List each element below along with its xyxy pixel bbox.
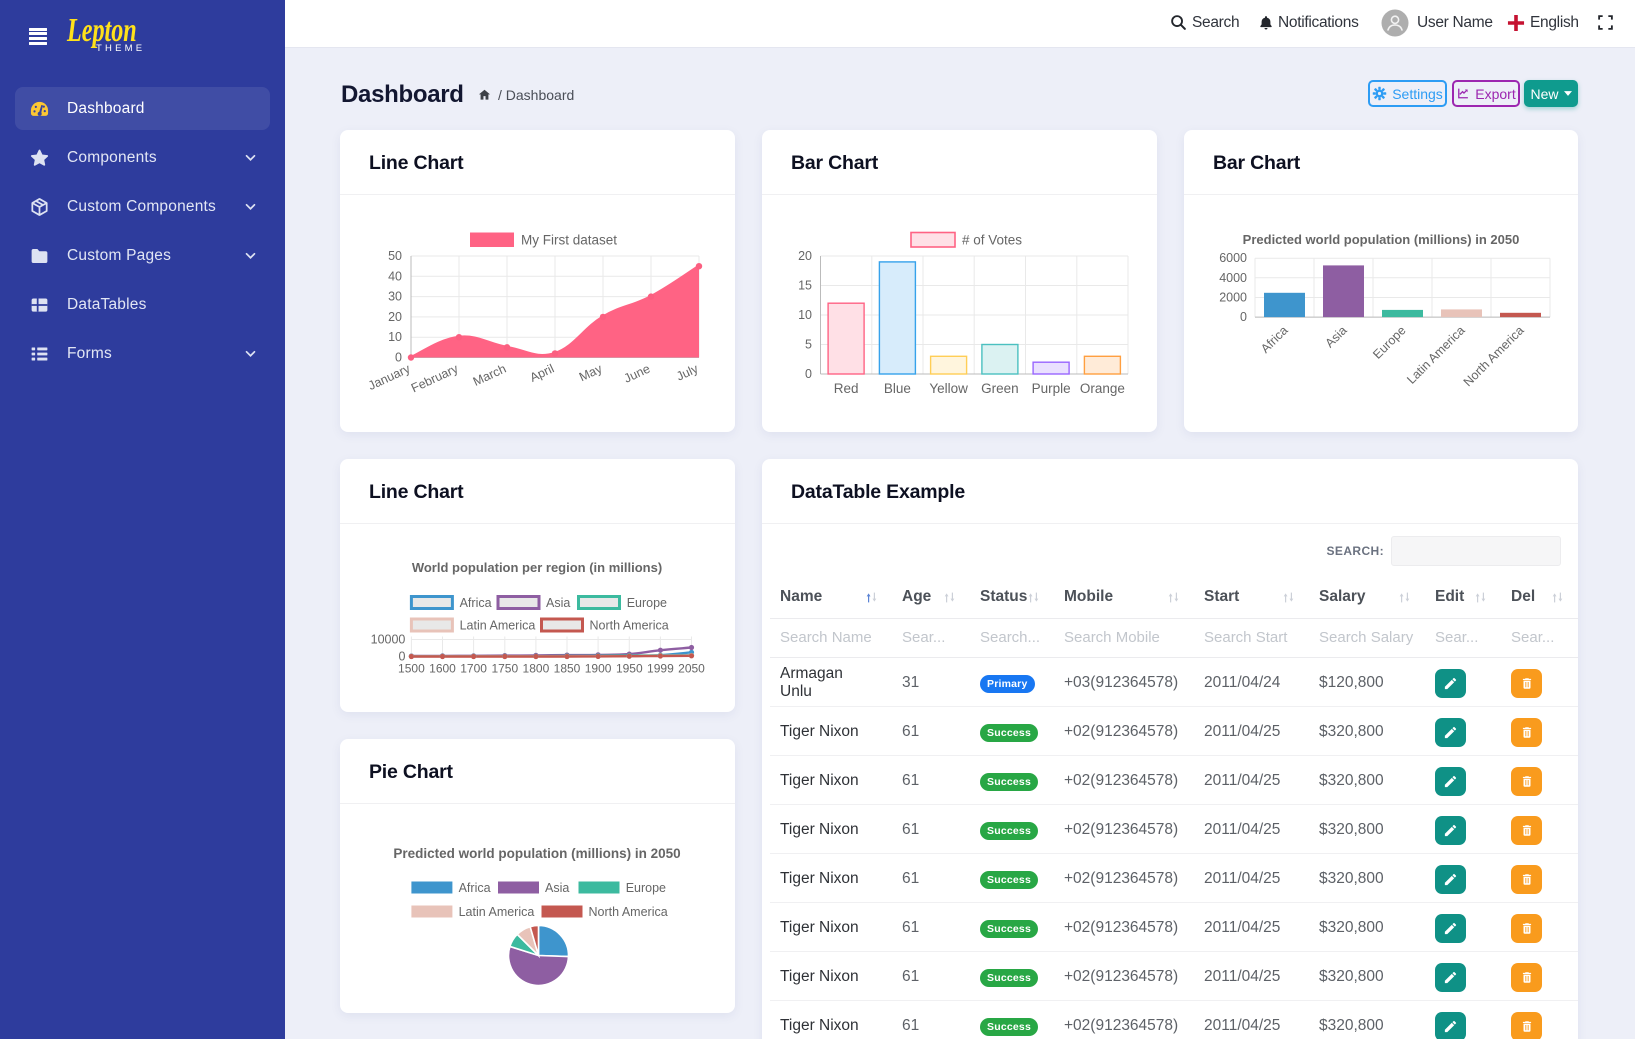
svg-text:1850: 1850 xyxy=(554,662,581,676)
svg-text:Africa: Africa xyxy=(460,596,492,610)
svg-text:January: January xyxy=(366,361,413,393)
svg-text:20: 20 xyxy=(798,249,812,263)
svg-text:Green: Green xyxy=(981,381,1019,396)
svg-text:Red: Red xyxy=(834,381,859,396)
svg-text:2050: 2050 xyxy=(678,662,705,676)
svg-text:Africa: Africa xyxy=(1258,323,1291,356)
svg-text:Latin America: Latin America xyxy=(460,619,536,633)
svg-text:1800: 1800 xyxy=(523,662,550,676)
svg-text:My First dataset: My First dataset xyxy=(521,233,617,248)
svg-text:North America: North America xyxy=(1461,323,1527,389)
svg-text:40: 40 xyxy=(388,269,402,283)
svg-text:Europe: Europe xyxy=(626,881,666,895)
svg-text:1500: 1500 xyxy=(398,662,425,676)
svg-text:1950: 1950 xyxy=(616,662,643,676)
svg-text:Blue: Blue xyxy=(884,381,911,396)
svg-text:Predicted world population (mi: Predicted world population (millions) in… xyxy=(1243,232,1520,247)
svg-text:Asia: Asia xyxy=(546,596,570,610)
svg-text:Europe: Europe xyxy=(627,596,667,610)
svg-text:5: 5 xyxy=(805,338,812,352)
svg-text:June: June xyxy=(622,362,653,386)
svg-text:Predicted world population (mi: Predicted world population (millions) in… xyxy=(393,846,680,861)
svg-text:World population per region (i: World population per region (in millions… xyxy=(412,560,662,575)
svg-text:50: 50 xyxy=(388,249,402,263)
svg-text:April: April xyxy=(528,362,557,385)
svg-text:4000: 4000 xyxy=(1219,271,1247,285)
svg-text:# of Votes: # of Votes xyxy=(962,233,1022,248)
svg-text:March: March xyxy=(471,362,508,389)
svg-text:North America: North America xyxy=(589,905,668,919)
svg-text:0: 0 xyxy=(398,650,405,664)
svg-text:February: February xyxy=(409,361,461,395)
svg-text:Asia: Asia xyxy=(1323,323,1350,350)
svg-text:10: 10 xyxy=(388,330,402,344)
svg-text:Asia: Asia xyxy=(545,881,569,895)
svg-text:0: 0 xyxy=(395,351,402,365)
svg-text:Purple: Purple xyxy=(1032,381,1071,396)
svg-text:1600: 1600 xyxy=(429,662,456,676)
svg-text:0: 0 xyxy=(805,367,812,381)
svg-text:Latin America: Latin America xyxy=(459,905,535,919)
svg-text:May: May xyxy=(577,361,605,384)
svg-text:July: July xyxy=(674,361,701,383)
svg-text:0: 0 xyxy=(1240,310,1247,324)
svg-text:15: 15 xyxy=(798,279,812,293)
svg-text:10000: 10000 xyxy=(371,633,406,647)
svg-text:20: 20 xyxy=(388,310,402,324)
svg-text:Latin America: Latin America xyxy=(1404,323,1467,386)
svg-text:10: 10 xyxy=(798,308,812,322)
svg-text:1900: 1900 xyxy=(585,662,612,676)
svg-text:1999: 1999 xyxy=(647,662,674,676)
svg-text:1700: 1700 xyxy=(460,662,487,676)
svg-text:Europe: Europe xyxy=(1370,323,1408,361)
svg-text:6000: 6000 xyxy=(1219,251,1247,265)
svg-text:North America: North America xyxy=(590,619,669,633)
svg-text:Yellow: Yellow xyxy=(929,381,968,396)
svg-text:2000: 2000 xyxy=(1219,291,1247,305)
svg-text:Africa: Africa xyxy=(459,881,491,895)
svg-text:30: 30 xyxy=(388,290,402,304)
svg-text:Orange: Orange xyxy=(1080,381,1125,396)
svg-text:1750: 1750 xyxy=(491,662,518,676)
